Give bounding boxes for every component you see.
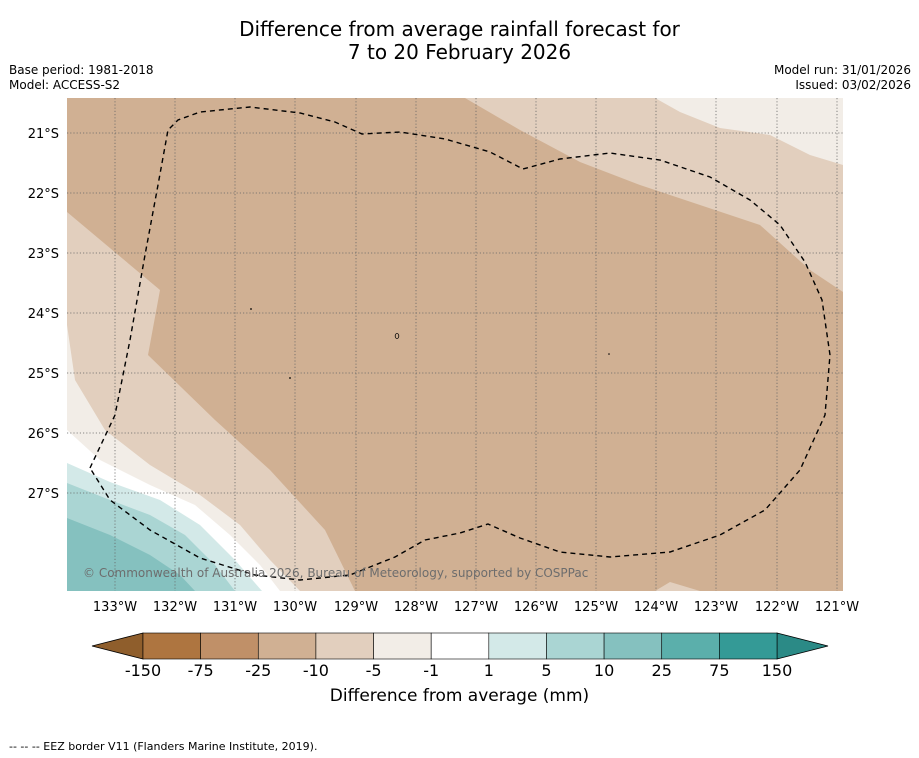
region-p10-w (67, 518, 195, 591)
lon-label: 131°W (213, 600, 257, 615)
colorbar-extend-low (91, 632, 144, 660)
colorbar-tick: 5 (541, 661, 551, 680)
lat-label: 26°S (28, 427, 59, 442)
base-period-text: Base period: 1981-2018 (9, 63, 154, 77)
colorbar-bin (315, 632, 374, 660)
colorbar-tick: -25 (245, 661, 271, 680)
meta-right: Model run: 31/01/2026 Issued: 03/02/2026 (774, 63, 911, 93)
lon-label: 124°W (634, 600, 678, 615)
colorbar-tick: 25 (652, 661, 672, 680)
colorbar-bin (430, 632, 490, 660)
colorbar-tick: 10 (594, 661, 614, 680)
lat-label: 25°S (28, 367, 59, 382)
colorbar-bin (142, 632, 201, 660)
map-title-line1: Difference from average rainfall forecas… (239, 17, 680, 41)
map-title: Difference from average rainfall forecas… (0, 18, 919, 64)
map-title-line2: 7 to 20 February 2026 (347, 40, 572, 64)
island-1 (394, 333, 400, 339)
copyright-text: © Commonwealth of Australia 2026, Bureau… (83, 566, 588, 580)
lon-label: 132°W (153, 600, 197, 615)
colorbar-bin (546, 632, 605, 660)
lat-labels: 21°S 22°S 23°S 24°S 25°S 26°S 27°S (28, 127, 59, 502)
colorbar-tick: 150 (762, 661, 793, 680)
lon-label: 128°W (394, 600, 438, 615)
colorbar-tick: 1 (484, 661, 494, 680)
lon-label: 125°W (574, 600, 618, 615)
colorbar-tick: -10 (303, 661, 329, 680)
lon-labels: 133°W 132°W 131°W 130°W 129°W 128°W 127°W 126°W… (93, 600, 859, 615)
lon-label: 123°W (694, 600, 738, 615)
lon-label: 122°W (755, 600, 799, 615)
model-run-text: Model run: 31/01/2026 (773, 63, 911, 77)
lon-label: 133°W (93, 600, 137, 615)
region-neg5-ne (655, 98, 843, 165)
issued-text: Issued: 03/02/2026 (795, 78, 911, 92)
footer-note: -- -- -- EEZ border V11 (Flanders Marine… (9, 740, 318, 753)
lat-label: 27°S (28, 487, 59, 502)
meta-left: Base period: 1981-2018 Model: ACCESS-S2 (9, 63, 154, 93)
colorbar-tick: -75 (188, 661, 214, 680)
colorbar-title: Difference from average (mm) (329, 686, 590, 706)
island-3 (289, 377, 291, 379)
colorbar-tick: -1 (423, 661, 439, 680)
lon-label: 121°W (815, 600, 859, 615)
lon-label: 129°W (334, 600, 378, 615)
lat-label: 22°S (28, 187, 59, 202)
colorbar-bin (488, 632, 547, 660)
colorbar-bin (719, 632, 778, 660)
colorbar-bin (257, 632, 317, 660)
lat-label: 23°S (28, 247, 59, 262)
colorbar-bin (373, 632, 432, 660)
island-2 (250, 308, 252, 310)
eez-border (89, 106, 831, 581)
model-text: Model: ACCESS-S2 (9, 78, 121, 92)
colorbar-bin (200, 632, 259, 660)
island-4 (608, 353, 610, 355)
colorbar-tick: -150 (125, 661, 161, 680)
lat-label: 24°S (28, 307, 59, 322)
map-fill-layer (67, 98, 843, 591)
lon-label: 127°W (454, 600, 498, 615)
colorbar: -150 -75 -25 -10 -5 -1 1 5 10 25 75 150 (91, 632, 829, 680)
colorbar-tick: 75 (709, 661, 729, 680)
map-grid (67, 98, 843, 591)
region-neg10-ne (465, 98, 843, 292)
region-neg10-se (655, 582, 700, 591)
lon-label: 130°W (273, 600, 317, 615)
lon-label: 126°W (514, 600, 558, 615)
colorbar-bin (661, 632, 720, 660)
colorbar-bin (603, 632, 663, 660)
colorbar-tick: -5 (366, 661, 382, 680)
lat-label: 21°S (28, 127, 59, 142)
colorbar-extend-high (776, 632, 829, 660)
